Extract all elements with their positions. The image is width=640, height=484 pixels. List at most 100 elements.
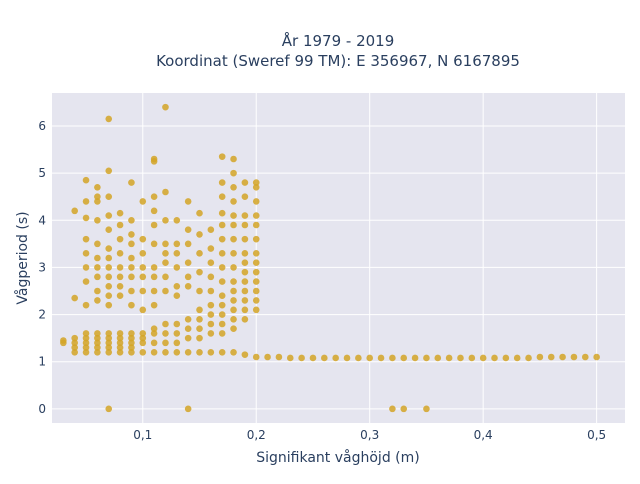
data-point	[207, 311, 215, 318]
data-point	[150, 339, 158, 347]
data-point	[128, 216, 135, 224]
data-point	[207, 287, 215, 295]
data-point	[332, 354, 339, 362]
x-tick-label: 0,4	[474, 428, 493, 442]
data-point	[150, 207, 158, 215]
data-point	[139, 339, 147, 347]
data-point	[150, 301, 158, 309]
data-point	[82, 249, 90, 257]
data-point	[207, 330, 215, 337]
data-point	[105, 115, 113, 123]
data-point	[218, 193, 226, 201]
data-point	[207, 301, 215, 309]
data-point	[264, 353, 271, 361]
data-point	[116, 209, 124, 217]
data-point	[547, 353, 555, 361]
data-point	[105, 344, 113, 351]
data-point	[230, 198, 237, 205]
chart-title-line1: År 1979 - 2019	[282, 31, 395, 50]
data-point	[241, 287, 249, 295]
data-point	[400, 405, 408, 413]
data-point	[207, 226, 215, 234]
data-point	[128, 330, 135, 337]
data-point	[218, 301, 226, 309]
data-point	[366, 354, 374, 362]
x-tick-label: 0,3	[360, 428, 379, 442]
data-point	[71, 294, 78, 302]
data-point	[218, 348, 226, 356]
y-axis-label: Vågperiod (s)	[14, 211, 31, 304]
data-point	[82, 214, 90, 222]
y-tick-label: 5	[38, 166, 46, 180]
data-point	[162, 216, 169, 224]
data-point	[94, 273, 101, 281]
data-point	[559, 353, 566, 361]
data-point	[196, 306, 203, 314]
data-point	[128, 344, 135, 351]
data-point	[150, 193, 158, 201]
data-point	[128, 301, 135, 309]
data-point	[94, 216, 101, 224]
data-point	[128, 240, 135, 248]
data-point	[252, 287, 260, 295]
data-point	[94, 344, 101, 351]
data-point	[105, 167, 113, 175]
data-point	[230, 183, 237, 191]
data-point	[82, 235, 90, 243]
data-point	[162, 240, 169, 248]
data-point	[139, 235, 147, 243]
data-point	[116, 334, 124, 342]
data-point	[60, 337, 67, 344]
data-point	[207, 348, 215, 356]
data-point	[502, 354, 510, 362]
data-point	[389, 354, 396, 362]
data-point	[94, 348, 101, 356]
data-point	[581, 353, 589, 361]
data-point	[105, 282, 113, 290]
data-point	[252, 306, 260, 314]
data-point	[230, 306, 237, 314]
data-point	[241, 306, 249, 314]
data-point	[218, 292, 226, 300]
data-point	[128, 264, 135, 271]
data-point	[207, 245, 215, 252]
x-axis-label: Signifikant våghöjd (m)	[256, 449, 419, 466]
data-point	[196, 249, 203, 257]
data-point	[105, 348, 113, 356]
data-point	[241, 278, 249, 285]
data-point	[94, 339, 101, 347]
data-point	[218, 209, 226, 217]
data-point	[82, 339, 90, 347]
data-point	[162, 103, 169, 111]
data-point	[196, 209, 203, 217]
data-point	[150, 325, 158, 333]
data-point	[389, 405, 396, 413]
data-point	[230, 235, 237, 243]
data-point	[196, 287, 203, 295]
data-point	[116, 235, 124, 243]
data-point	[105, 292, 113, 300]
data-point	[105, 273, 113, 281]
data-point	[105, 254, 113, 262]
data-point	[593, 353, 600, 361]
data-point	[150, 287, 158, 295]
data-point	[150, 330, 158, 337]
data-point	[241, 221, 249, 229]
data-point	[196, 348, 203, 356]
data-points	[60, 103, 600, 413]
data-point	[241, 259, 249, 267]
x-tick-label: 0,5	[587, 428, 606, 442]
data-point	[230, 297, 237, 304]
data-point	[139, 287, 147, 295]
data-point	[162, 188, 169, 196]
data-point	[150, 264, 158, 271]
data-point	[116, 273, 124, 281]
data-point	[355, 354, 362, 362]
data-point	[479, 354, 487, 362]
data-point	[275, 353, 283, 361]
data-point	[82, 344, 90, 351]
data-point	[468, 354, 476, 362]
data-point	[230, 348, 237, 356]
data-point	[184, 273, 192, 281]
